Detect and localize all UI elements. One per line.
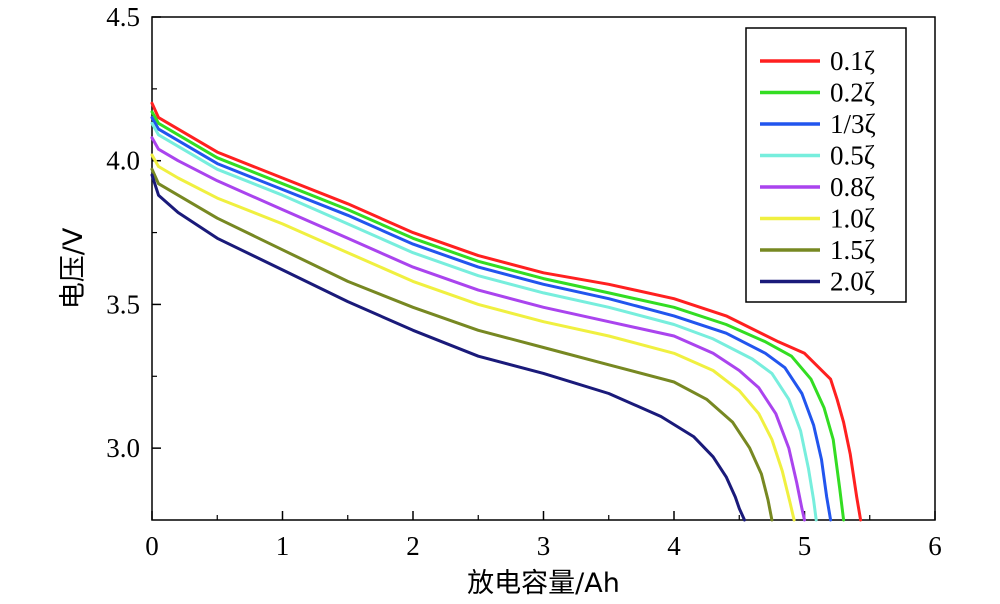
y-axis-ticks: 3.0 3.5 4.0 4.5 <box>106 2 161 463</box>
series-line-7 <box>150 167 774 522</box>
legend-label: 1/3ζ <box>830 109 876 139</box>
legend-label: 0.8ζ <box>830 172 875 202</box>
legend-label: 2.0ζ <box>830 267 875 297</box>
legend-label: 1.5ζ <box>830 235 875 265</box>
series-line-8 <box>150 173 746 522</box>
x-tick-label: 5 <box>798 531 812 561</box>
series-line-4 <box>150 121 818 522</box>
series-layer <box>150 101 863 522</box>
x-tick-label: 6 <box>928 531 942 561</box>
y-tick-label: 4.5 <box>106 2 140 32</box>
x-axis-ticks: 0 1 2 3 4 5 6 <box>145 511 942 561</box>
series-line-2 <box>150 110 846 522</box>
series-line-1 <box>150 101 863 522</box>
series-line-6 <box>150 153 796 522</box>
y-tick-label: 3.5 <box>106 289 140 319</box>
x-tick-label: 3 <box>537 531 551 561</box>
legend-label: 0.5ζ <box>830 141 875 171</box>
legend-label: 0.2ζ <box>830 78 875 108</box>
series-line-5 <box>150 136 806 522</box>
y-tick-label: 4.0 <box>106 146 140 176</box>
series-line-3 <box>150 116 833 522</box>
legend-label: 1.0ζ <box>830 204 875 234</box>
y-axis-label: 电压/V <box>58 227 89 309</box>
legend-box <box>745 27 907 303</box>
y-tick-label: 3.0 <box>106 433 140 463</box>
x-axis-label: 放电容量/Ah <box>467 568 620 599</box>
x-tick-label: 0 <box>145 531 159 561</box>
x-tick-label: 4 <box>667 531 681 561</box>
x-tick-label: 1 <box>276 531 290 561</box>
x-tick-label: 2 <box>406 531 420 561</box>
legend: 0.1ζ0.2ζ1/3ζ0.5ζ0.8ζ1.0ζ1.5ζ2.0ζ <box>745 27 907 303</box>
legend-label: 0.1ζ <box>830 46 875 76</box>
